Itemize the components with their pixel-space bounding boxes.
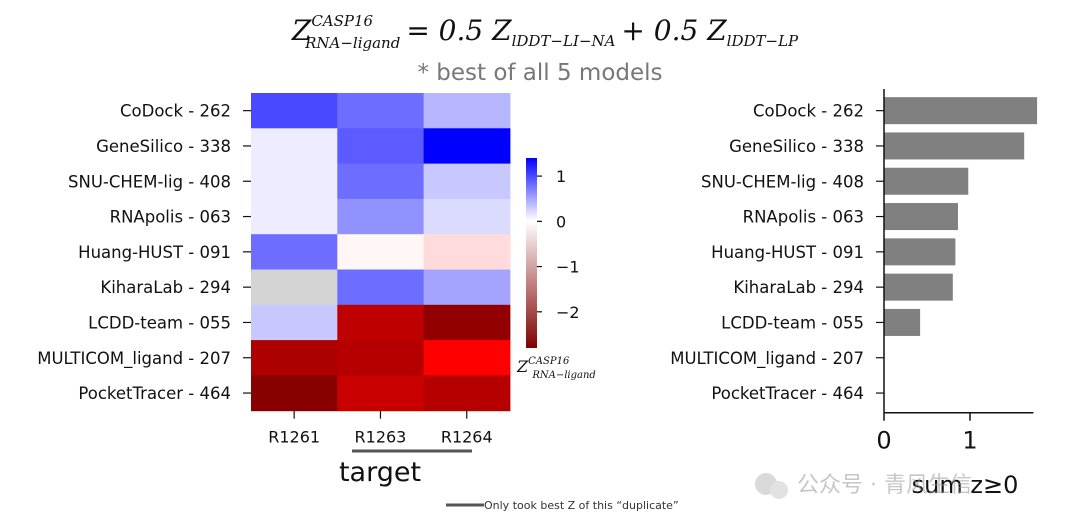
bar-chart-labels: CoDock - 262 GeneSilico - 338 SNU-CHEM-lig…: [670, 102, 884, 403]
heatmap-cell: [337, 340, 425, 376]
title-rhs: = 0.5 Z: [406, 14, 512, 47]
heatmap-cell: [337, 304, 425, 341]
bar: [884, 203, 958, 231]
heatmap-row-label: PocketTracer - 464: [78, 384, 231, 403]
heatmap-row-label: LCDD-team - 055: [88, 313, 231, 332]
title-lhs-sub: RNA−ligand: [304, 34, 400, 52]
heatmap-cell: [423, 93, 511, 129]
colorbar-tick-label: 0: [556, 212, 566, 231]
heatmap-cell: [337, 198, 425, 235]
bar-category-label: PocketTracer - 464: [711, 384, 864, 403]
heatmap-col-label: R1261: [268, 428, 320, 447]
heatmap-row-label: SNU-CHEM-lig - 408: [68, 172, 231, 191]
heatmap-row-label: CoDock - 262: [120, 102, 231, 121]
title-plus: + 0.5 Z: [621, 14, 727, 47]
heatmap-cell: [251, 128, 338, 165]
bar: [884, 273, 953, 301]
subtitle: * best of all 5 models: [417, 60, 662, 86]
heatmap-row-label: GeneSilico - 338: [96, 137, 231, 156]
heatmap-row-labels: CoDock - 262 GeneSilico - 338 SNU-CHEM-lig…: [37, 102, 251, 403]
colorbar-tick-label: −2: [556, 303, 580, 322]
colorbar-label-main: Z: [516, 357, 529, 376]
heatmap-cell: [251, 340, 338, 376]
heatmap-column-labels: R1261 R1263 R1264: [268, 410, 493, 447]
bar-category-label: SNU-CHEM-lig - 408: [701, 172, 864, 191]
title-term1-sub: lDDT−LI−NA: [512, 32, 616, 50]
bar: [884, 238, 956, 266]
colorbar-label: ZCASP16 RNA−ligand: [516, 356, 596, 381]
annotation-text: Only took best Z of this “duplicate”: [484, 499, 679, 512]
heatmap-cell: [337, 234, 425, 270]
bar-category-label: GeneSilico - 338: [729, 137, 864, 156]
colorbar: [526, 158, 537, 348]
bar-category-label: MULTICOM_ligand - 207: [670, 349, 864, 369]
heatmap-cell: [423, 163, 511, 200]
bar: [884, 132, 1025, 160]
heatmap-row-label: MULTICOM_ligand - 207: [37, 349, 231, 369]
heatmap-cell: [251, 163, 338, 200]
heatmap-cell: [251, 375, 338, 412]
heatmap-col-label: R1263: [355, 428, 407, 447]
title-term2-sub: lDDT−LP: [727, 32, 799, 50]
bar: [884, 167, 969, 195]
watermark: 公众号 · 青风生信: [755, 473, 972, 499]
bar-category-label: KiharaLab - 294: [733, 278, 864, 297]
heatmap-cell: [251, 93, 338, 129]
heatmap-cell: [337, 128, 425, 165]
heatmap-cell: [423, 198, 511, 235]
title-lhs: Z: [291, 14, 312, 47]
watermark-text: 公众号 · 青风生信: [797, 473, 972, 498]
title-lhs-sup: CASP16: [311, 12, 373, 30]
heatmap: [251, 93, 511, 412]
heatmap-row-label: KiharaLab - 294: [100, 278, 231, 297]
colorbar-tick-label: −1: [556, 258, 580, 277]
heatmap-cell: [251, 198, 338, 235]
heatmap-cell: [251, 269, 338, 306]
heatmap-row-label: RNApolis - 063: [110, 208, 231, 227]
heatmap-cell: [337, 375, 425, 412]
heatmap-cell: [337, 93, 425, 129]
heatmap-col-label: R1264: [441, 428, 493, 447]
bar: [884, 308, 921, 336]
heatmap-xlabel: target: [339, 457, 421, 488]
heatmap-cell: [423, 128, 511, 165]
bar-xlabel: sum z≥0: [912, 471, 1019, 499]
bar-x-tick-label: 1: [962, 427, 977, 455]
bar-category-label: CoDock - 262: [753, 102, 864, 121]
title-formula: ZCASP16 RNA−ligand = 0.5 ZlDDT−LI−NA + 0.5 …: [291, 12, 799, 52]
colorbar-label-sup: CASP16: [528, 356, 570, 367]
heatmap-row-label: Huang-HUST - 091: [78, 243, 231, 262]
bar-category-label: Huang-HUST - 091: [711, 243, 864, 262]
bar: [884, 97, 1038, 125]
heatmap-cell: [423, 269, 511, 306]
heatmap-cell: [337, 163, 425, 200]
heatmap-cell: [423, 340, 511, 376]
bar-x-tick-label: 0: [876, 427, 891, 455]
heatmap-cell: [337, 269, 425, 306]
colorbar-label-sub: RNA−ligand: [531, 370, 595, 381]
bar-category-label: LCDD-team - 055: [721, 313, 864, 332]
heatmap-cell: [423, 304, 511, 341]
heatmap-cell: [251, 304, 338, 341]
heatmap-cell: [251, 234, 338, 270]
bar-chart: [884, 97, 1038, 336]
colorbar-ticks: 1 0 −1 −2: [537, 167, 580, 322]
bar-category-label: RNApolis - 063: [743, 208, 864, 227]
heatmap-cell: [423, 375, 511, 412]
colorbar-tick-label: 1: [556, 167, 566, 186]
heatmap-cell: [423, 234, 511, 270]
